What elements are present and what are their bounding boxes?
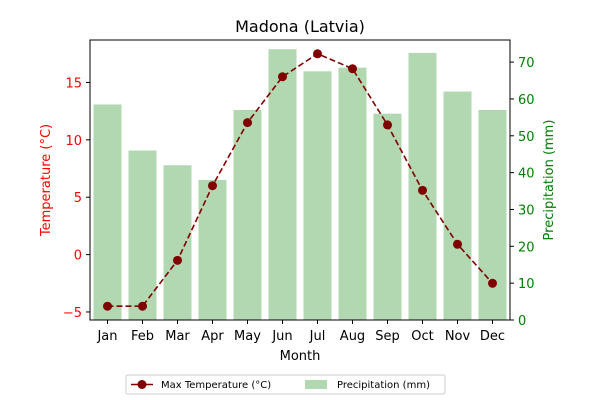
temp-point-may [243, 118, 252, 128]
left-tick-label: 0 [74, 249, 82, 264]
left-tick-label: 5 [74, 191, 82, 206]
temp-point-dec [488, 278, 497, 288]
chart-title: Madona (Latvia) [235, 17, 365, 36]
precip-bar-jul [303, 71, 332, 320]
temp-point-nov [453, 239, 462, 249]
x-tick-label-sep: Sep [375, 329, 400, 344]
plot-frame [89, 39, 511, 321]
x-tick-label-jan: Jan [96, 329, 117, 344]
legend-bar-swatch [305, 380, 327, 389]
temp-point-apr [208, 181, 217, 191]
temp-point-aug [348, 64, 357, 74]
right-tick-label: 30 [518, 203, 535, 218]
right-tick-label: 0 [518, 314, 526, 329]
precip-bar-aug [338, 67, 367, 320]
left-tick-label: −5 [63, 306, 82, 321]
x-tick-label-jul: Jul [309, 329, 326, 344]
legend-marker-swatch [137, 380, 147, 389]
left-tick-label: 15 [65, 76, 82, 91]
precip-bar-jun [268, 49, 297, 321]
x-tick-label-dec: Dec [480, 329, 505, 344]
precip-bar-feb [128, 150, 157, 320]
left-tick-label: 10 [65, 134, 82, 149]
temp-point-mar [173, 255, 182, 265]
precip-bar-mar [163, 165, 192, 320]
axes: Jan Feb Mar Apr May Jun Jul Aug Sep Oct Nov Dec −5 0 5… [63, 56, 535, 344]
x-tick-label-mar: Mar [165, 329, 190, 344]
temp-point-jun [278, 72, 287, 82]
temp-point-sep [383, 120, 392, 130]
temp-point-feb [138, 301, 147, 311]
temp-point-jul [313, 49, 322, 59]
precip-bar-jan [93, 104, 122, 320]
temperature-line [103, 49, 497, 311]
x-tick-label-jun: Jun [271, 329, 292, 344]
legend-label-temperature: Max Temperature (°C) [161, 380, 271, 391]
x-tick-label-nov: Nov [445, 329, 471, 344]
right-axis-label: Precipitation (mm) [542, 120, 557, 241]
x-tick-label-oct: Oct [411, 329, 433, 344]
x-tick-label-aug: Aug [340, 329, 365, 344]
legend-box [125, 374, 446, 395]
right-tick-label: 40 [518, 167, 535, 182]
precip-bar-dec [478, 110, 507, 320]
x-tick-label-apr: Apr [201, 329, 224, 344]
precip-bar-may [233, 110, 262, 320]
x-tick-label-may: May [234, 329, 261, 344]
right-tick-label: 70 [518, 56, 535, 71]
right-tick-label: 10 [518, 277, 535, 292]
temperature-line-path [107, 52, 494, 308]
right-tick-label: 50 [518, 130, 535, 145]
right-tick-label: 60 [518, 93, 535, 108]
precip-bar-apr [198, 180, 227, 320]
x-tick-label-feb: Feb [131, 329, 154, 344]
right-tick-label: 20 [518, 240, 535, 255]
temp-point-oct [418, 185, 427, 195]
legend: Max Temperature (°C) Precipitation (mm) [125, 374, 446, 395]
legend-label-precipitation: Precipitation (mm) [337, 380, 430, 391]
precip-bar-nov [443, 91, 472, 320]
temp-point-jan [103, 301, 112, 311]
left-axis-label: Temperature (°C) [39, 124, 54, 237]
x-axis-label: Month [280, 349, 321, 364]
precip-bar-sep [373, 113, 402, 321]
